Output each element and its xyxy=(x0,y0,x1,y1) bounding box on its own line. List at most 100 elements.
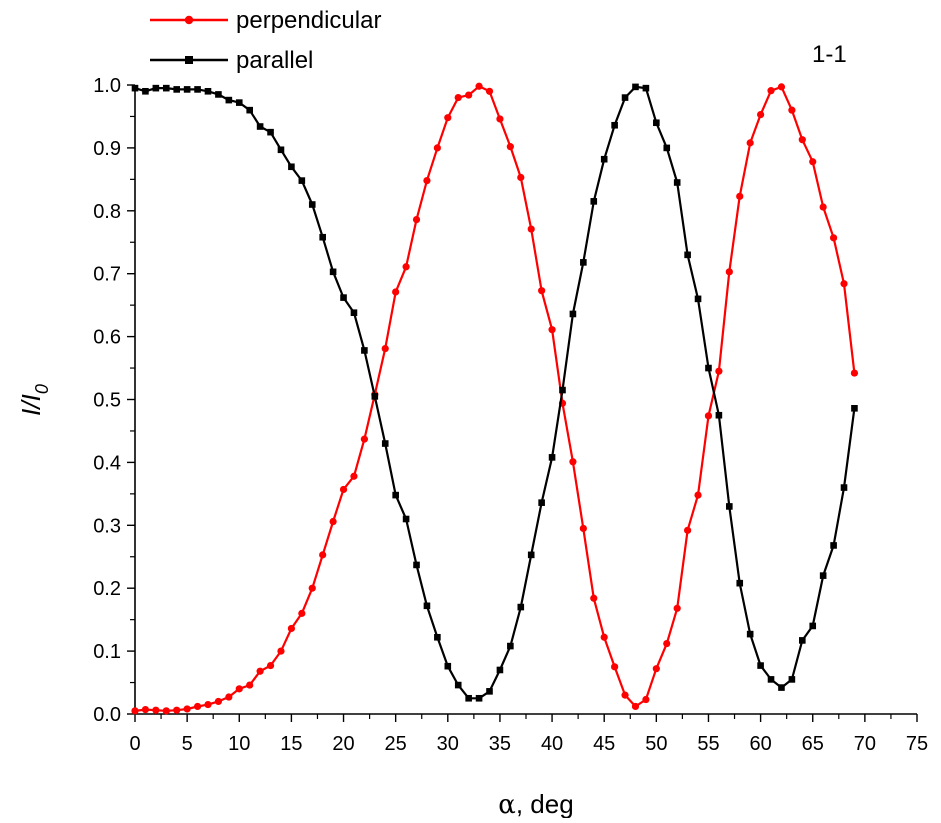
data-point-perpendicular xyxy=(850,369,859,377)
data-point-perpendicular xyxy=(350,472,358,480)
data-point-perpendicular xyxy=(454,93,462,102)
data-point-parallel xyxy=(663,144,671,152)
y-tick-label: 0.5 xyxy=(93,390,121,412)
data-point-parallel xyxy=(267,128,274,136)
data-point-perpendicular xyxy=(319,551,327,559)
data-point-perpendicular xyxy=(788,106,796,114)
data-point-parallel xyxy=(851,405,858,412)
legend-layer: perpendicular parallel xyxy=(150,7,381,74)
data-point-perpendicular xyxy=(569,458,577,466)
data-point-parallel xyxy=(726,503,733,510)
legend-marker-perpendicular xyxy=(184,15,194,25)
data-point-parallel xyxy=(757,662,764,669)
data-point-parallel xyxy=(381,440,389,447)
y-tick-label: 0.2 xyxy=(93,578,121,600)
data-point-perpendicular xyxy=(819,203,827,211)
y-axis-title-main: I/I xyxy=(16,394,46,416)
data-point-perpendicular xyxy=(339,485,348,494)
y-tick-label: 0.6 xyxy=(93,327,121,349)
data-point-parallel xyxy=(215,91,222,98)
x-tick-label: 55 xyxy=(697,733,719,755)
data-point-perpendicular xyxy=(611,663,619,671)
data-point-parallel xyxy=(277,146,285,154)
data-point-perpendicular xyxy=(444,114,452,122)
data-point-perpendicular xyxy=(329,517,337,526)
series-layer xyxy=(131,82,859,715)
data-point-perpendicular xyxy=(131,707,139,715)
data-point-perpendicular xyxy=(214,697,223,706)
data-point-parallel xyxy=(611,121,618,129)
y-axis-title: I/I0 xyxy=(16,384,52,416)
data-point-parallel xyxy=(590,198,598,205)
x-tick-label: 35 xyxy=(489,733,511,755)
data-point-perpendicular xyxy=(392,288,400,296)
data-point-perpendicular xyxy=(652,665,660,673)
data-point-parallel xyxy=(413,561,420,569)
data-point-perpendicular xyxy=(840,280,848,288)
data-point-parallel xyxy=(288,163,295,171)
data-point-parallel xyxy=(454,681,462,689)
data-point-perpendicular xyxy=(579,524,587,533)
data-point-perpendicular xyxy=(183,705,191,713)
data-point-parallel xyxy=(527,551,535,559)
ticks-layer: 0 5 10 15 20 25 30 35 40 45 50 55 60 65 70 75 0.0 0.1 0.2 0… xyxy=(93,75,928,755)
data-point-parallel xyxy=(486,688,493,695)
data-point-parallel xyxy=(350,309,358,316)
data-point-perpendicular xyxy=(152,706,160,714)
data-point-perpendicular xyxy=(204,700,212,709)
x-tick-label: 15 xyxy=(280,733,302,755)
data-point-parallel xyxy=(746,630,754,638)
data-point-perpendicular xyxy=(746,139,754,147)
legend-label-perpendicular: perpendicular xyxy=(236,7,381,34)
x-tick-label: 70 xyxy=(854,733,876,755)
data-point-perpendicular xyxy=(225,693,233,701)
x-tick-label: 20 xyxy=(332,733,354,755)
y-tick-label: 0.0 xyxy=(93,704,121,726)
data-point-parallel xyxy=(308,201,316,208)
series-line-perpendicular xyxy=(134,85,856,713)
data-point-perpendicular xyxy=(277,647,285,655)
data-point-perpendicular xyxy=(235,685,243,693)
x-tick-label: 65 xyxy=(802,733,824,755)
data-point-perpendicular xyxy=(475,82,483,90)
x-axis-title-unit: , deg xyxy=(516,789,574,818)
data-point-parallel xyxy=(684,251,691,259)
data-point-parallel xyxy=(507,642,514,650)
data-point-perpendicular xyxy=(433,144,441,152)
data-point-parallel xyxy=(788,676,796,683)
data-point-parallel xyxy=(715,411,723,419)
data-point-perpendicular xyxy=(798,136,806,144)
data-point-perpendicular xyxy=(684,526,692,534)
data-point-perpendicular xyxy=(715,367,723,375)
x-axis-title-symbol: α xyxy=(498,790,516,818)
data-point-parallel xyxy=(434,633,441,641)
data-point-perpendicular xyxy=(162,707,170,715)
series-line-parallel xyxy=(134,85,856,700)
data-point-parallel xyxy=(538,499,545,506)
data-point-parallel xyxy=(183,86,191,93)
data-point-perpendicular xyxy=(266,661,275,670)
y-tick-label: 0.7 xyxy=(93,264,121,286)
data-point-perpendicular xyxy=(736,192,744,200)
data-point-perpendicular xyxy=(412,216,421,224)
data-point-perpendicular xyxy=(141,705,150,714)
panel-label: 1-1 xyxy=(812,41,847,68)
data-point-perpendicular xyxy=(600,633,608,641)
data-point-perpendicular xyxy=(256,667,264,675)
data-point-perpendicular xyxy=(694,491,702,499)
x-tick-label: 40 xyxy=(541,733,563,755)
data-point-parallel xyxy=(600,155,608,163)
legend-marker-parallel xyxy=(185,56,193,64)
y-tick-label: 0.8 xyxy=(93,201,121,223)
data-point-parallel xyxy=(319,233,326,241)
data-point-parallel xyxy=(673,179,681,186)
data-point-perpendicular xyxy=(298,609,306,617)
data-point-parallel xyxy=(705,364,712,372)
data-point-perpendicular xyxy=(246,681,254,689)
data-point-parallel xyxy=(152,84,160,92)
data-point-parallel xyxy=(246,106,253,114)
x-tick-label: 5 xyxy=(182,733,193,755)
x-tick-label: 10 xyxy=(228,733,250,755)
data-point-parallel xyxy=(621,94,629,101)
data-point-parallel xyxy=(475,694,483,702)
